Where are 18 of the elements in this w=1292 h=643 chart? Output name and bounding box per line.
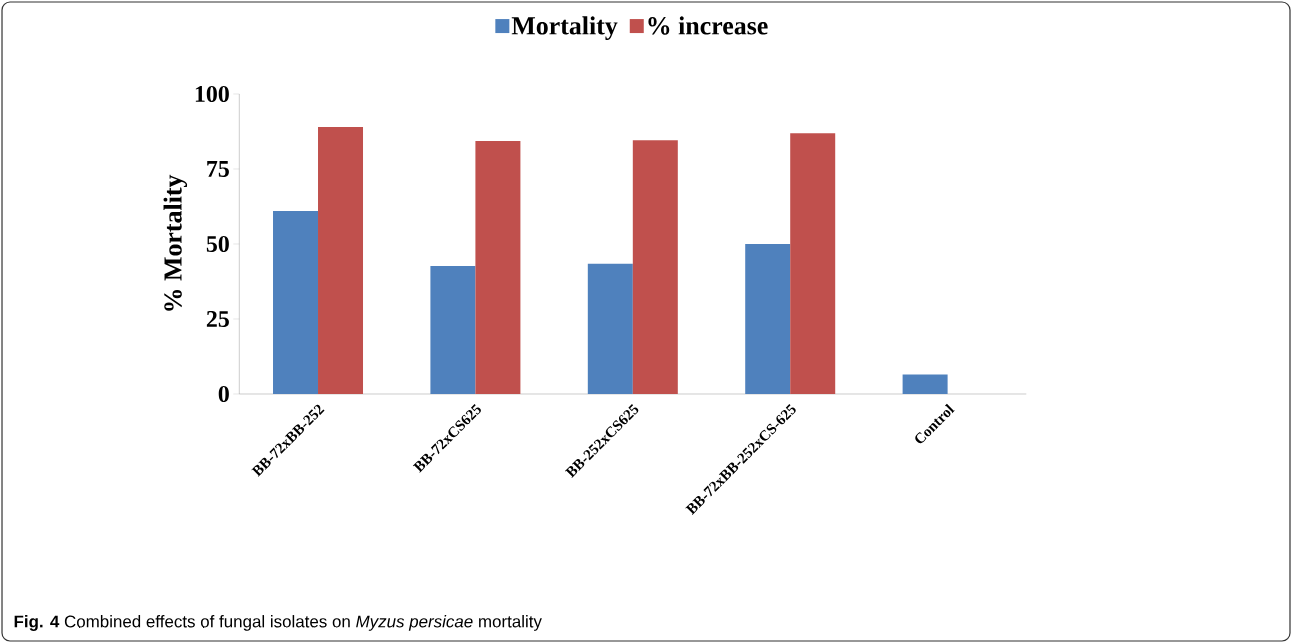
bar	[902, 374, 948, 394]
y-axis-title: % Mortality	[163, 174, 188, 311]
bar	[745, 243, 791, 394]
bar	[632, 140, 678, 394]
bar	[273, 210, 319, 394]
bar	[790, 133, 836, 394]
y-tick-label: 25	[206, 310, 229, 328]
y-tick-label: 75	[207, 161, 229, 177]
legend-label: % increase	[648, 16, 768, 35]
bar	[587, 263, 633, 394]
text: Fig. 4 Combined effects of fungal isolates on Myzus persicae mortality	[14, 615, 542, 631]
y-tick-label: 50	[206, 235, 229, 253]
y-tick-label: 100	[195, 85, 229, 103]
y-tick-label: 0	[218, 385, 229, 403]
legend-label: Mortality	[511, 16, 618, 40]
bar	[430, 265, 476, 394]
bar	[318, 126, 364, 394]
bar	[475, 141, 521, 394]
